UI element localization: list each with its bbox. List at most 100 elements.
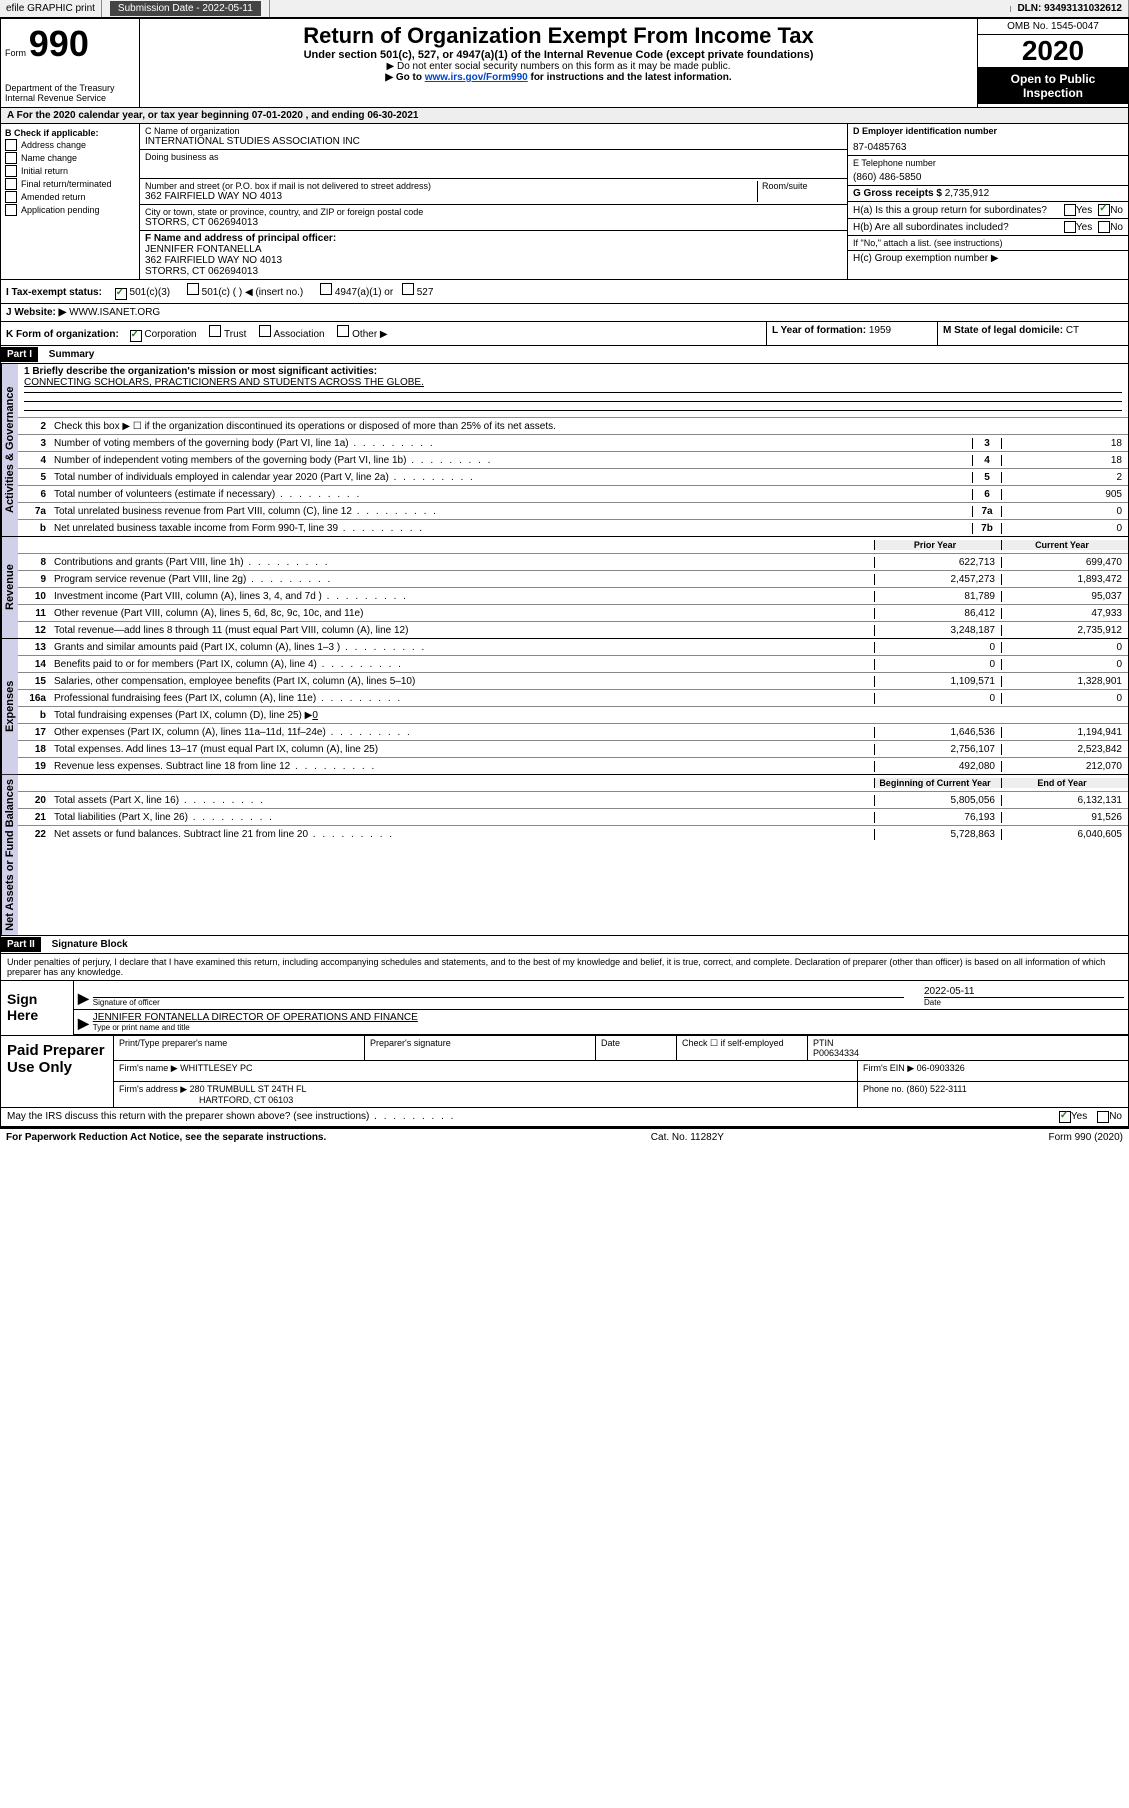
c-name-label: C Name of organization bbox=[145, 126, 842, 136]
ein-label: D Employer identification number bbox=[853, 126, 1123, 136]
sign-block: Sign Here ▶ Signature of officer 2022-05… bbox=[0, 981, 1129, 1036]
cb-4947[interactable] bbox=[320, 283, 332, 295]
cb-amended[interactable] bbox=[5, 191, 17, 203]
header-left: Form 990 Department of the Treasury Inte… bbox=[1, 19, 140, 107]
room-label: Room/suite bbox=[757, 181, 842, 202]
l16a-text: Professional fundraising fees (Part IX, … bbox=[50, 692, 874, 705]
cb-hb-yes[interactable] bbox=[1064, 221, 1076, 233]
hb-label: H(b) Are all subordinates included? bbox=[853, 222, 1064, 233]
f-city: STORRS, CT 062694013 bbox=[145, 266, 842, 277]
cb-discuss-no[interactable] bbox=[1097, 1111, 1109, 1123]
cb-application-pending[interactable] bbox=[5, 204, 17, 216]
side-revenue: Revenue bbox=[1, 537, 18, 638]
arrow-icon-2: ▶ bbox=[78, 1015, 89, 1032]
org-city: STORRS, CT 062694013 bbox=[145, 217, 842, 228]
l21-text: Total liabilities (Part X, line 26) bbox=[50, 811, 874, 824]
dba-label: Doing business as bbox=[145, 152, 842, 162]
firm-phone-value: (860) 522-3111 bbox=[907, 1084, 967, 1094]
cb-501c3[interactable] bbox=[115, 288, 127, 300]
cb-initial-return[interactable] bbox=[5, 165, 17, 177]
city-label: City or town, state or province, country… bbox=[145, 207, 842, 217]
v7a: 0 bbox=[1001, 506, 1128, 517]
firm-addr-label: Firm's address ▶ bbox=[119, 1084, 187, 1094]
l22-text: Net assets or fund balances. Subtract li… bbox=[50, 828, 874, 841]
cb-discuss-yes[interactable] bbox=[1059, 1111, 1071, 1123]
form-org-row: K Form of organization: Corporation Trus… bbox=[0, 322, 1129, 346]
side-governance: Activities & Governance bbox=[1, 364, 18, 536]
submission-button[interactable]: Submission Date - 2022-05-11 bbox=[110, 1, 261, 16]
firm-addr1: 280 TRUMBULL ST 24TH FL bbox=[190, 1084, 307, 1094]
cb-assoc[interactable] bbox=[259, 325, 271, 337]
l20-text: Total assets (Part X, line 16) bbox=[50, 794, 874, 807]
l19-text: Revenue less expenses. Subtract line 18 … bbox=[50, 760, 874, 773]
omb-number: OMB No. 1545-0047 bbox=[978, 19, 1128, 35]
g-label: G Gross receipts $ bbox=[853, 188, 945, 199]
v3: 18 bbox=[1001, 438, 1128, 449]
p-h5: PTIN bbox=[813, 1038, 1123, 1048]
firm-name-value: WHITTLESEY PC bbox=[180, 1063, 252, 1073]
m-label: M State of legal domicile: bbox=[943, 325, 1066, 336]
summary-revenue: Revenue Prior YearCurrent Year 8Contribu… bbox=[0, 537, 1129, 639]
col-d: D Employer identification number 87-0485… bbox=[848, 124, 1128, 279]
p-h1: Print/Type preparer's name bbox=[114, 1036, 365, 1060]
l14-text: Benefits paid to or for members (Part IX… bbox=[50, 658, 874, 671]
sign-here-label: Sign Here bbox=[1, 981, 74, 1035]
cb-trust[interactable] bbox=[209, 325, 221, 337]
spacer bbox=[270, 6, 1012, 12]
l15-text: Salaries, other compensation, employee b… bbox=[50, 675, 874, 688]
cb-ha-no[interactable] bbox=[1098, 204, 1110, 216]
tax-exempt-row: I Tax-exempt status: 501(c)(3) 501(c) ( … bbox=[0, 280, 1129, 304]
phone-value: (860) 486-5850 bbox=[853, 172, 1123, 183]
cb-501c[interactable] bbox=[187, 283, 199, 295]
website-value: WWW.ISANET.ORG bbox=[69, 307, 160, 318]
instr-2: ▶ Go to www.irs.gov/Form990 for instruct… bbox=[144, 72, 973, 83]
cb-address-change[interactable] bbox=[5, 139, 17, 151]
l12-text: Total revenue—add lines 8 through 11 (mu… bbox=[50, 624, 874, 637]
end-hdr: End of Year bbox=[1001, 778, 1128, 788]
header-middle: Return of Organization Exempt From Incom… bbox=[140, 19, 977, 107]
cb-corp[interactable] bbox=[130, 330, 142, 342]
k-label: K Form of organization: bbox=[6, 329, 119, 340]
cb-ha-yes[interactable] bbox=[1064, 204, 1076, 216]
l18-text: Total expenses. Add lines 13–17 (must eq… bbox=[50, 743, 874, 756]
cb-527[interactable] bbox=[402, 283, 414, 295]
beg-hdr: Beginning of Current Year bbox=[874, 778, 1001, 788]
entity-block: B Check if applicable: Address change Na… bbox=[0, 124, 1129, 280]
v4: 18 bbox=[1001, 455, 1128, 466]
part1-badge: Part I bbox=[1, 347, 38, 362]
g-value: 2,735,912 bbox=[945, 188, 990, 199]
i-label: I Tax-exempt status: bbox=[6, 287, 102, 298]
ein-value: 87-0485763 bbox=[853, 142, 1123, 153]
l11-text: Other revenue (Part VIII, column (A), li… bbox=[50, 607, 874, 620]
part2-title: Signature Block bbox=[52, 939, 128, 950]
footer-left: For Paperwork Reduction Act Notice, see … bbox=[6, 1132, 326, 1143]
part1-header: Part I Summary bbox=[0, 346, 1129, 364]
l7a-text: Total unrelated business revenue from Pa… bbox=[50, 505, 972, 518]
l7b-text: Net unrelated business taxable income fr… bbox=[50, 522, 972, 535]
sig-name-label: Type or print name and title bbox=[93, 1023, 1124, 1032]
f-name: JENNIFER FONTANELLA bbox=[145, 244, 842, 255]
firm-name-label: Firm's name ▶ bbox=[119, 1063, 178, 1073]
summary-expenses: Expenses 13Grants and similar amounts pa… bbox=[0, 639, 1129, 775]
sig-date-label: Date bbox=[924, 997, 1124, 1007]
l2-text: Check this box ▶ ☐ if the organization d… bbox=[50, 420, 1128, 433]
p-h3: Date bbox=[596, 1036, 677, 1060]
cb-hb-no[interactable] bbox=[1098, 221, 1110, 233]
side-expenses: Expenses bbox=[1, 639, 18, 774]
form-header: Form 990 Department of the Treasury Inte… bbox=[0, 18, 1129, 108]
cb-other[interactable] bbox=[337, 325, 349, 337]
part2-header: Part II Signature Block bbox=[0, 936, 1129, 954]
l17-text: Other expenses (Part IX, column (A), lin… bbox=[50, 726, 874, 739]
col-c: C Name of organization INTERNATIONAL STU… bbox=[140, 124, 848, 279]
dln-cell: DLN: 93493131032612 bbox=[1011, 0, 1129, 17]
sig-officer-label: Signature of officer bbox=[93, 997, 904, 1007]
v6: 905 bbox=[1001, 489, 1128, 500]
tax-year: 2020 bbox=[978, 35, 1128, 68]
cb-final-return[interactable] bbox=[5, 178, 17, 190]
side-netassets: Net Assets or Fund Balances bbox=[1, 775, 18, 935]
f-addr: 362 FAIRFIELD WAY NO 4013 bbox=[145, 255, 842, 266]
irs-link[interactable]: www.irs.gov/Form990 bbox=[425, 72, 528, 83]
l5-text: Total number of individuals employed in … bbox=[50, 471, 972, 484]
form-subtitle: Under section 501(c), 527, or 4947(a)(1)… bbox=[144, 49, 973, 61]
cb-name-change[interactable] bbox=[5, 152, 17, 164]
